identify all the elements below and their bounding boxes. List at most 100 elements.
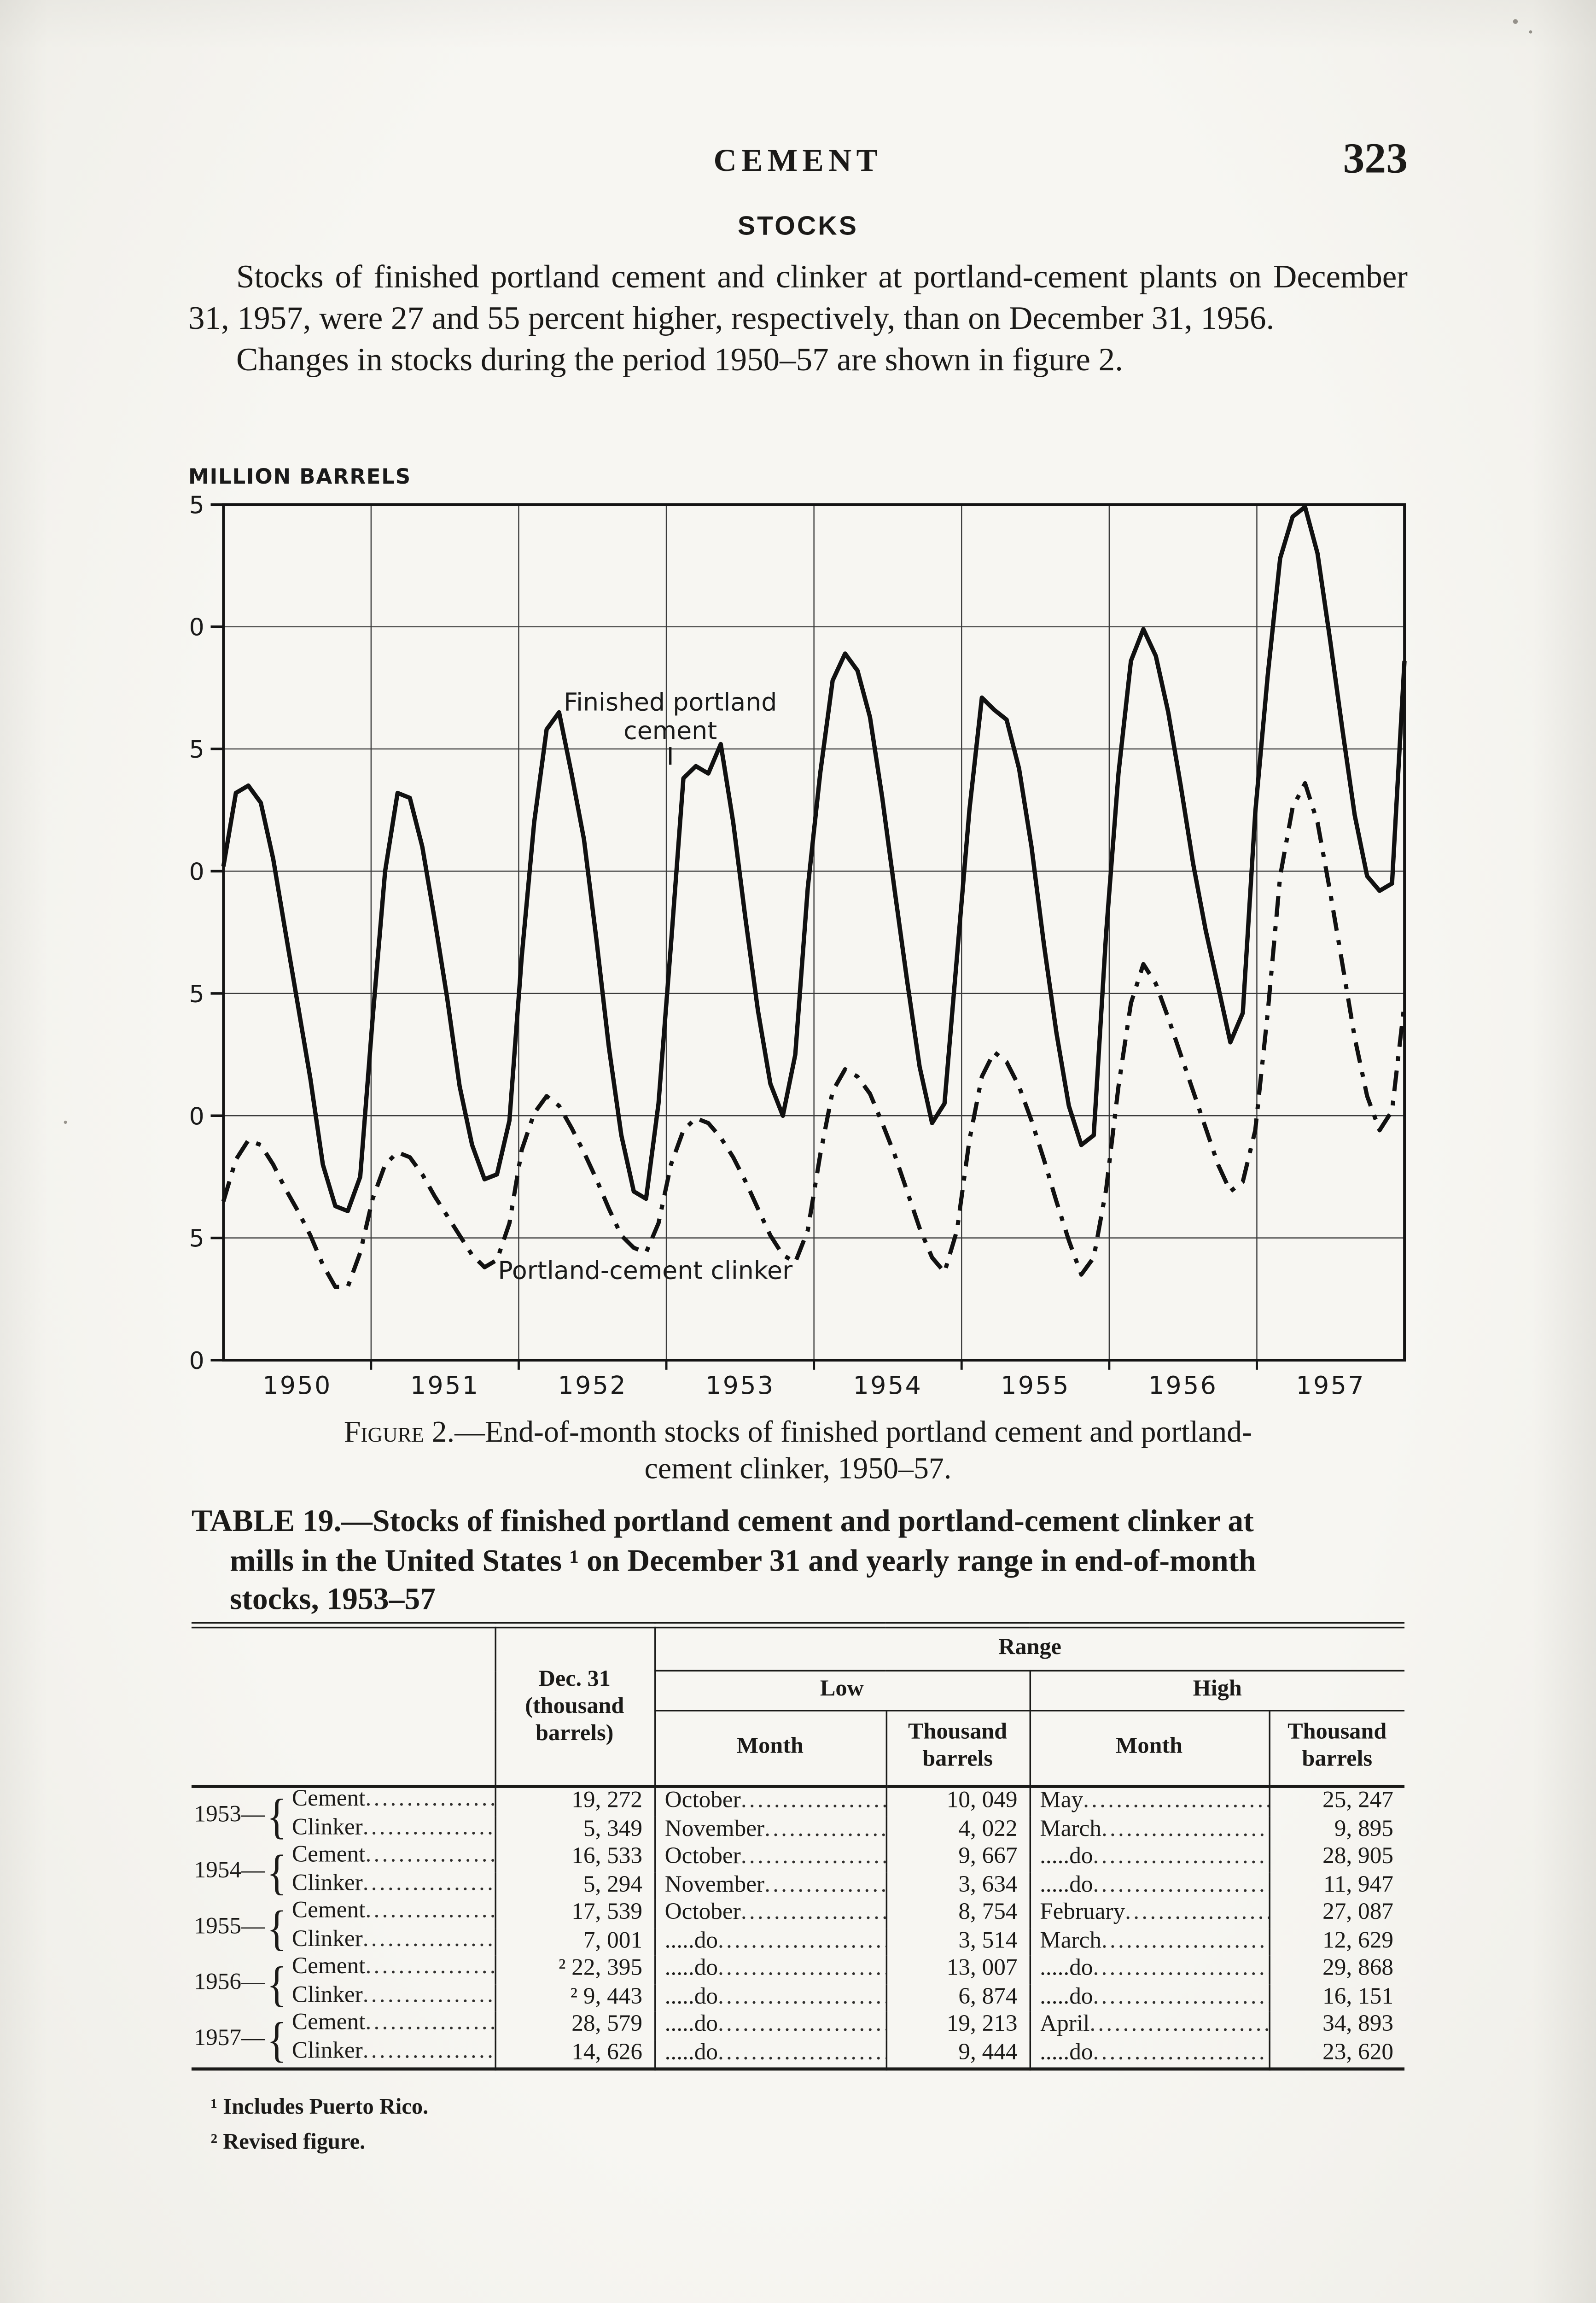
commodity-label: Cement xyxy=(291,2012,366,2036)
dot-leader xyxy=(718,2041,885,2067)
paragraph: Stocks of finished portland cement and c… xyxy=(188,260,1408,338)
col-header-range: Range xyxy=(654,1625,1405,1672)
low-value: 9, 667 xyxy=(885,1845,1030,1873)
dot-leader xyxy=(718,1958,885,1983)
running-head: CEMENT 323 xyxy=(188,134,1408,198)
footnote: ¹ Includes Puerto Rico. xyxy=(210,2096,429,2120)
high-value: 23, 620 xyxy=(1268,2040,1405,2070)
dot-leader xyxy=(718,1986,885,2011)
table-row: 7, 001.....do3, 514March12, 629 xyxy=(192,1928,1405,1957)
low-month: November xyxy=(654,1872,886,1900)
brace-glyph: { xyxy=(267,1900,287,1957)
high-month: April xyxy=(1028,2012,1269,2040)
commodity-labels: Cement Clinker xyxy=(289,1789,494,1844)
dot-leader xyxy=(365,2012,494,2038)
scan-speck xyxy=(1529,30,1532,34)
col-header-month-low: Month xyxy=(654,1711,886,1789)
year-label: 1956— xyxy=(194,1970,265,1996)
dot-leader xyxy=(365,1789,494,1814)
low-value: 19, 213 xyxy=(885,2012,1030,2040)
commodity-labels: Cement Clinker xyxy=(289,2012,494,2068)
x-axis-year-label: 1956 xyxy=(1148,1371,1218,1400)
low-value: 13, 007 xyxy=(885,1956,1030,1985)
cement-series-label-line2: cement xyxy=(623,716,717,745)
commodity-label: Cement xyxy=(291,1900,366,1925)
y-axis-title: MILLION BARRELS xyxy=(188,466,411,489)
y-axis-tick-label: 35 xyxy=(188,491,204,519)
figure-caption-line2: cement clinker, 1950–57. xyxy=(644,1453,952,1487)
low-month: .....do xyxy=(654,2040,886,2069)
dec31-value: 19, 272 xyxy=(494,1787,655,1817)
high-month: February xyxy=(1028,1900,1269,1929)
dec31-value: 14, 626 xyxy=(494,2040,655,2070)
stub-header-cell xyxy=(191,1625,495,1789)
clinker-line xyxy=(221,781,1407,1289)
year-group-cell: 1956—{Cement Clinker xyxy=(192,1956,495,2012)
dot-leader xyxy=(718,2013,885,2039)
dec31-value: ² 22, 395 xyxy=(494,1956,655,1985)
dec31-value: 5, 349 xyxy=(494,1817,655,1845)
table-title: TABLE 19.—Stocks of finished portland ce… xyxy=(192,1504,1417,1621)
col-header-month-high: Month xyxy=(1028,1711,1269,1789)
commodity-label: Cement xyxy=(291,1789,366,1813)
col-header-thousand-barrels-low: Thousand barrels xyxy=(885,1711,1030,1789)
dot-leader xyxy=(741,1902,885,1927)
x-axis-year-label: 1957 xyxy=(1296,1371,1365,1400)
dec31-value: 16, 533 xyxy=(494,1845,655,1873)
low-value: 9, 444 xyxy=(885,2040,1030,2070)
dot-leader xyxy=(1101,1929,1268,1955)
dec31-value: ² 9, 443 xyxy=(494,1984,655,2012)
table-row: 1954—{Cement Clinker 16, 533October9, 667.… xyxy=(192,1845,1405,1900)
year-group-cell: 1957—{Cement Clinker xyxy=(192,2012,495,2070)
table-row: 5, 349November4, 022March9, 895 xyxy=(192,1817,1405,1845)
page-title: CEMENT xyxy=(713,143,883,179)
low-month: .....do xyxy=(654,2012,886,2040)
high-month: .....do xyxy=(1028,1984,1269,2012)
commodity-label: Clinker xyxy=(291,1928,363,1952)
dot-leader xyxy=(1093,1846,1268,1871)
x-axis-year-label: 1955 xyxy=(1001,1371,1070,1400)
brace-glyph: { xyxy=(267,1844,287,1901)
commodity-labels: Cement Clinker xyxy=(289,1900,494,1956)
dot-leader xyxy=(1093,2041,1268,2067)
dot-leader xyxy=(1093,1986,1268,2011)
high-month: .....do xyxy=(1028,1872,1269,1901)
dec31-value: 5, 294 xyxy=(494,1872,655,1901)
col-header-dec31: Dec. 31 (thousand barrels) xyxy=(494,1625,655,1789)
x-axis-year-label: 1950 xyxy=(262,1371,332,1400)
commodity-label: Cement xyxy=(291,1844,366,1869)
table-title-line: mills in the United States ¹ on December… xyxy=(230,1544,1256,1578)
dot-leader xyxy=(363,1984,494,2010)
dot-leader xyxy=(1101,1818,1268,1843)
table-title-line: stocks, 1953–57 xyxy=(230,1584,436,1618)
dot-leader xyxy=(363,2040,494,2065)
year-group-cell: 1954—{Cement Clinker xyxy=(192,1845,495,1900)
high-value: 12, 629 xyxy=(1268,1929,1405,1957)
dot-leader xyxy=(1125,1902,1268,1927)
high-month: .....do xyxy=(1028,2040,1269,2070)
low-month: October xyxy=(654,1845,886,1873)
table-row: 1957—{CementClinker28, 579.....do19, 213… xyxy=(192,2012,1405,2068)
dot-leader xyxy=(1093,1874,1268,1899)
dot-leader xyxy=(718,1929,885,1955)
commodity-labels: Cement Clinker xyxy=(289,1956,494,2012)
cement-line xyxy=(221,504,1407,1213)
dot-leader xyxy=(365,1900,494,1926)
year-group-cell: 1955—{Cement Clinker xyxy=(192,1900,495,1956)
high-month: March xyxy=(1028,1928,1269,1957)
high-value: 34, 893 xyxy=(1268,2012,1405,2040)
dot-leader xyxy=(764,1874,885,1899)
section-heading: STOCKS xyxy=(737,212,859,241)
high-value: 11, 947 xyxy=(1268,1872,1405,1901)
table-row: ² 9, 443.....do6, 874.....do16, 151 xyxy=(192,1984,1405,2012)
dot-leader xyxy=(1093,1958,1268,1983)
scan-speck xyxy=(64,1121,67,1124)
table-body: 1953—{CementClinker19, 272October10, 049… xyxy=(192,1787,1405,2070)
x-axis-year-label: 1952 xyxy=(558,1371,627,1400)
table-row: 14, 626.....do9, 444.....do23, 620 xyxy=(192,2040,1405,2070)
dot-leader xyxy=(741,1846,885,1871)
year-label: 1953— xyxy=(194,1802,265,1828)
dot-leader xyxy=(1089,2013,1268,2039)
commodity-label: Clinker xyxy=(291,1817,363,1841)
